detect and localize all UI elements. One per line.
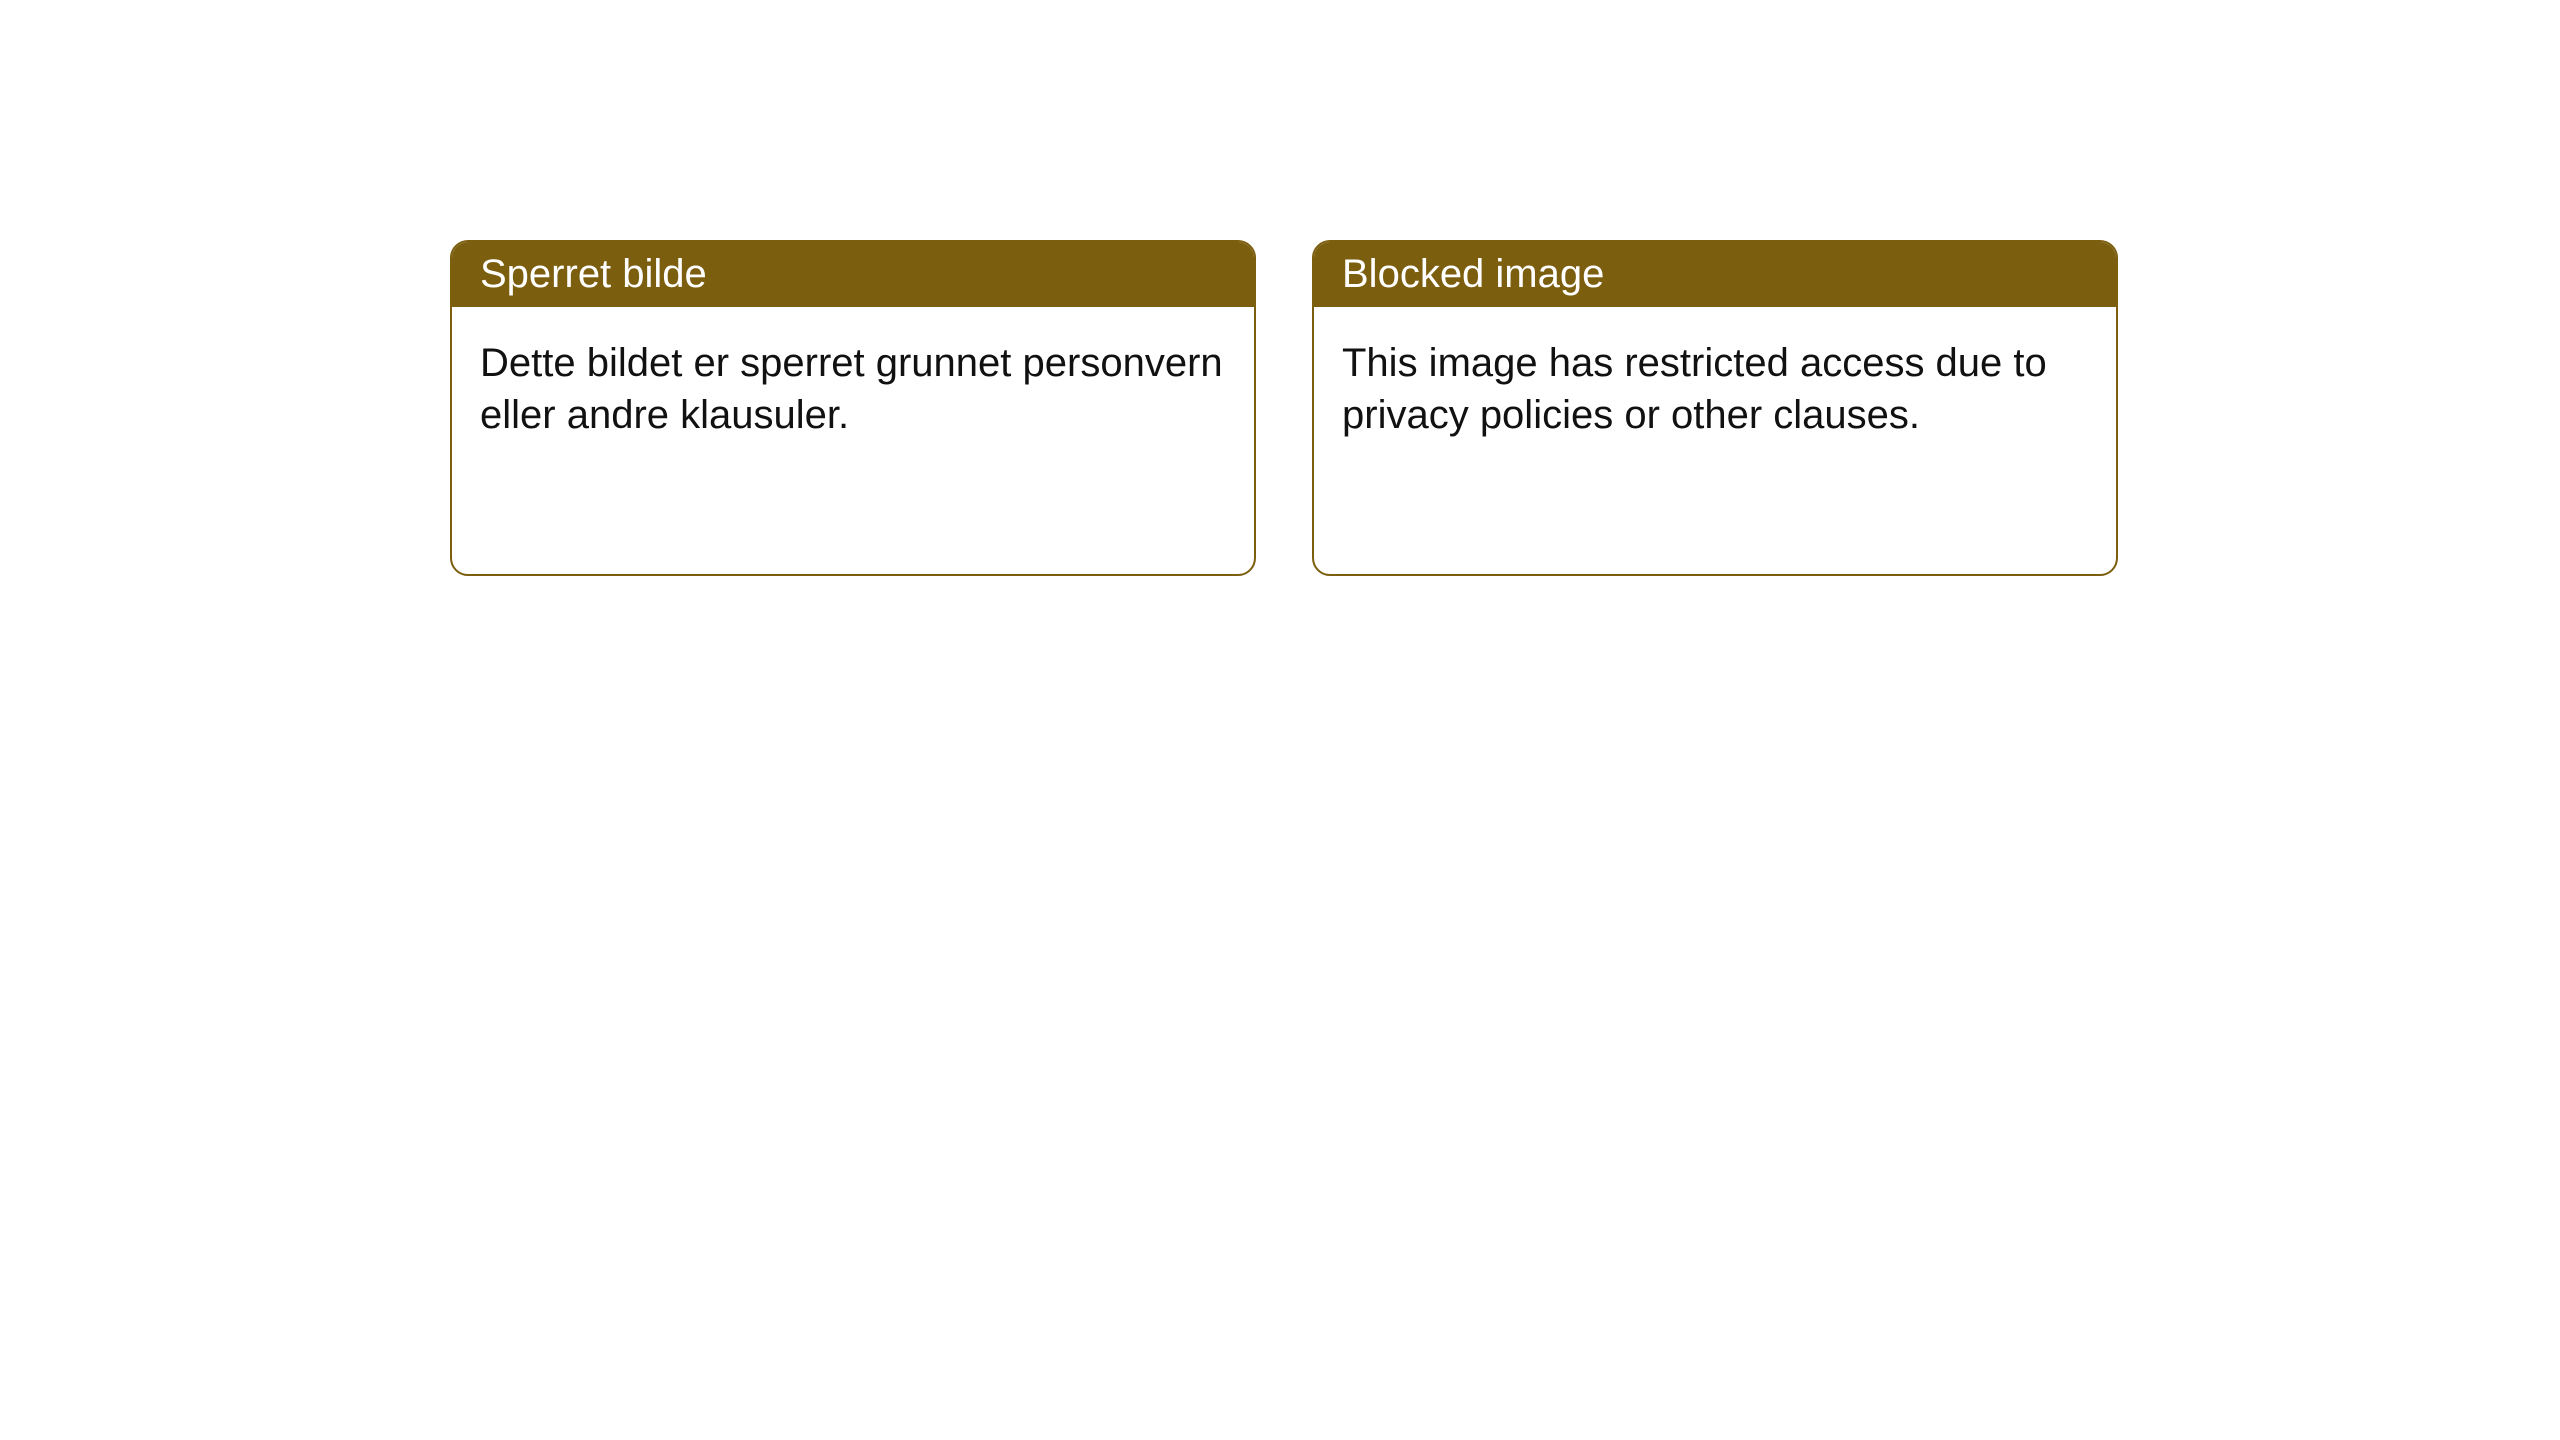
- card-body-text: This image has restricted access due to …: [1342, 341, 2047, 437]
- card-title: Blocked image: [1342, 252, 1604, 296]
- notice-card-norwegian: Sperret bilde Dette bildet er sperret gr…: [450, 240, 1256, 576]
- card-title: Sperret bilde: [480, 252, 707, 296]
- card-body: This image has restricted access due to …: [1314, 307, 2116, 471]
- card-body: Dette bildet er sperret grunnet personve…: [452, 307, 1254, 471]
- card-header: Sperret bilde: [452, 242, 1254, 307]
- card-header: Blocked image: [1314, 242, 2116, 307]
- card-body-text: Dette bildet er sperret grunnet personve…: [480, 341, 1223, 437]
- notice-card-english: Blocked image This image has restricted …: [1312, 240, 2118, 576]
- notice-cards-container: Sperret bilde Dette bildet er sperret gr…: [450, 240, 2560, 576]
